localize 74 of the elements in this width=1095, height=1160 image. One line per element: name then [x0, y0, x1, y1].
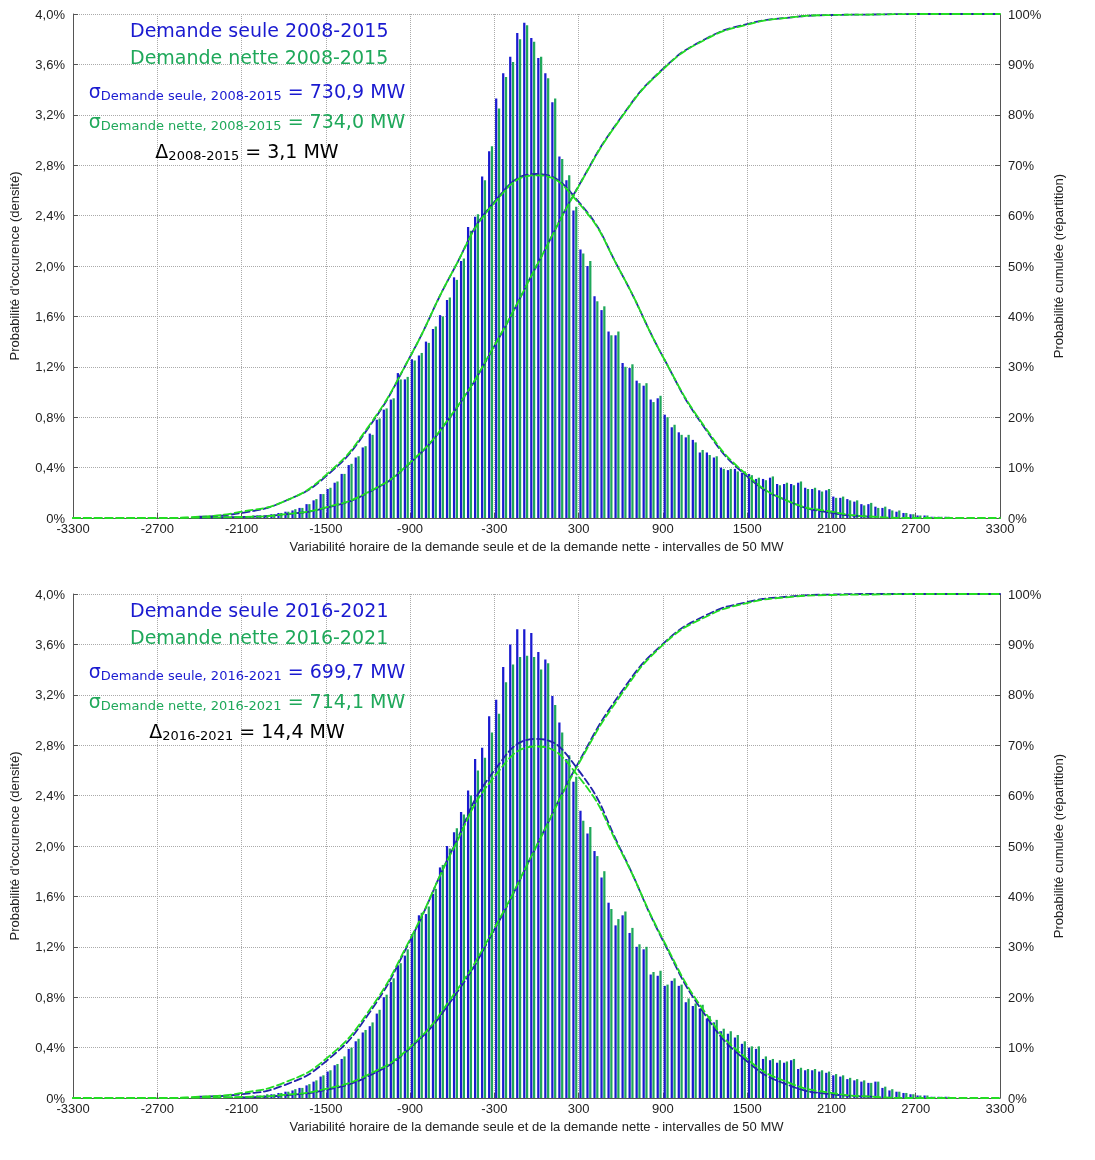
x-tick-label: -2100 [224, 1101, 259, 1116]
y2-tick-label: 50% [1008, 258, 1035, 274]
x-tick-label: 900 [652, 1101, 674, 1116]
y-tick-label: 1,2% [35, 939, 66, 955]
x-tick-label: -1500 [309, 1101, 343, 1116]
y-tick-label: 1,6% [35, 308, 66, 324]
y2-tick-label: 20% [1008, 989, 1035, 1005]
y-tick-label: 3,6% [35, 636, 66, 652]
y2-tick-label: 40% [1008, 888, 1035, 904]
y2-tick-label: 40% [1008, 308, 1035, 324]
x-tick-label: 3300 [985, 1101, 1015, 1116]
x-tick-label: 2100 [816, 521, 846, 536]
y-tick-label: 0,4% [35, 460, 66, 476]
text: Demande seule 2008-2015 [130, 18, 389, 41]
y2-tick-label: 10% [1008, 1040, 1035, 1056]
y-axis-title: Probabilité d'occurence (densité) [7, 751, 22, 941]
y-tick-label: 0,4% [35, 1040, 66, 1056]
y-axis-title: Probabilité d'occurence (densité) [7, 171, 22, 361]
y-tick-label: 0,8% [35, 409, 66, 425]
x-tick-label: -1500 [309, 521, 343, 536]
text: Demande nette 2008-2015 [130, 45, 389, 68]
y2-tick-label: 100% [1008, 586, 1042, 602]
y-tick-label: 4,0% [35, 6, 66, 22]
y2-tick-label: 20% [1008, 409, 1035, 425]
y-tick-label: 0,8% [35, 989, 66, 1005]
y2-tick-label: 30% [1008, 939, 1035, 955]
x-tick-label: 900 [652, 521, 674, 536]
y2-tick-label: 90% [1008, 636, 1035, 652]
y2-tick-label: 80% [1008, 687, 1035, 703]
y2-tick-label: 80% [1008, 107, 1035, 123]
y-tick-label: 4,0% [35, 586, 66, 602]
y2-tick-label: 50% [1008, 838, 1035, 854]
y2-axis-title: Probabilité cumulée (répartition) [1051, 173, 1067, 359]
x-tick-label: -300 [481, 1101, 508, 1116]
y2-tick-label: 70% [1008, 157, 1035, 173]
y2-tick-label: 60% [1008, 788, 1035, 804]
x-tick-label: -3300 [56, 1101, 90, 1116]
y-tick-label: 3,2% [35, 687, 66, 703]
y-tick-label: 3,2% [35, 107, 66, 123]
text: Demande seule 2016-2021 [130, 598, 389, 621]
x-tick-label: 1500 [732, 1101, 762, 1116]
y-tick-label: 3,6% [35, 56, 66, 72]
x-tick-label: -300 [481, 521, 508, 536]
y2-tick-label: 70% [1008, 737, 1035, 753]
x-tick-label: -900 [397, 1101, 424, 1116]
y2-tick-label: 100% [1008, 6, 1042, 22]
x-tick-label: 300 [567, 521, 590, 536]
x-tick-label: 1500 [732, 521, 762, 536]
x-tick-label: 2700 [901, 1101, 931, 1116]
x-axis-title: Variabilité horaire de la demande seule et de la demande nette - intervalles de 50 MW [289, 1118, 785, 1134]
x-tick-label: 300 [567, 1101, 590, 1116]
y-tick-label: 2,0% [35, 258, 66, 274]
y2-tick-label: 90% [1008, 56, 1035, 72]
y-tick-label: 2,8% [35, 737, 66, 753]
text: Demande nette 2016-2021 [130, 625, 389, 648]
y-tick-label: 2,0% [35, 838, 66, 854]
y2-tick-label: 30% [1008, 359, 1035, 375]
x-tick-label: 3300 [985, 521, 1015, 536]
x-axis-title: Variabilité horaire de la demande seule et de la demande nette - intervalles de 50 MW [289, 538, 785, 554]
y2-tick-label: 10% [1008, 460, 1035, 476]
x-tick-label: -2700 [140, 1101, 174, 1116]
y-tick-label: 1,2% [35, 359, 66, 375]
x-tick-label: -3300 [56, 521, 90, 536]
x-tick-label: -2700 [140, 521, 174, 536]
x-tick-label: 2700 [901, 521, 931, 536]
y-tick-label: 2,8% [35, 157, 66, 173]
x-tick-label: -900 [397, 521, 424, 536]
y2-axis-title: Probabilité cumulée (répartition) [1051, 753, 1067, 939]
y-tick-label: 2,4% [35, 208, 66, 224]
y-tick-label: 2,4% [35, 788, 66, 804]
y2-tick-label: 60% [1008, 208, 1035, 224]
x-tick-label: -2100 [224, 521, 259, 536]
x-tick-label: 2100 [816, 1101, 846, 1116]
y-tick-label: 1,6% [35, 888, 66, 904]
